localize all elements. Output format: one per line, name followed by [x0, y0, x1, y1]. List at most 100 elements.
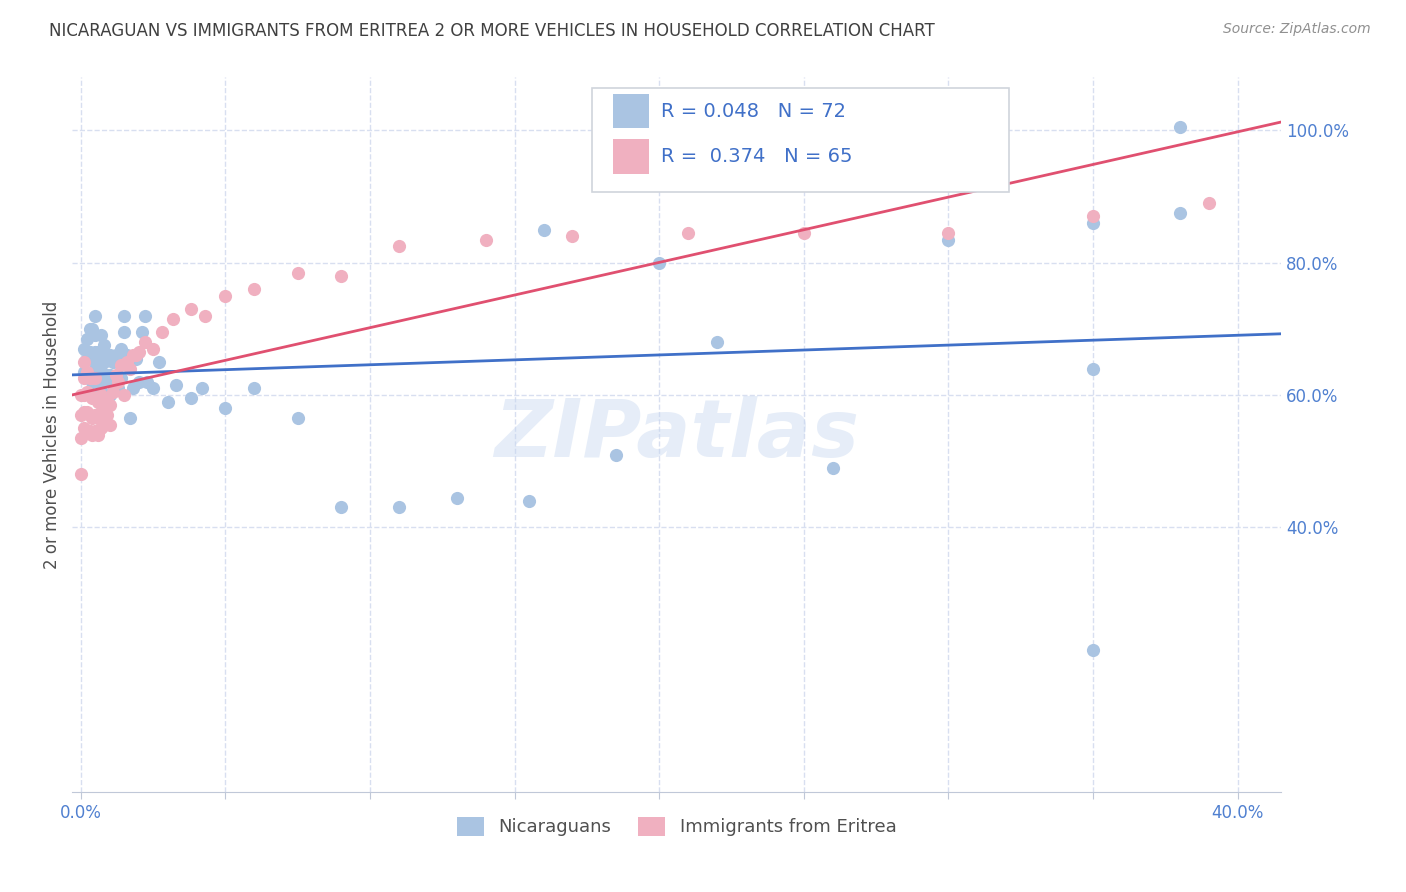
Point: [110, 358, 132, 372]
Point: [162, 312, 184, 326]
Point: [533, 222, 555, 236]
Point: [76, 384, 98, 399]
Point: [87, 427, 110, 442]
Point: [214, 289, 236, 303]
Text: NICARAGUAN VS IMMIGRANTS FROM ERITREA 2 OR MORE VEHICLES IN HOUSEHOLD CORRELATIO: NICARAGUAN VS IMMIGRANTS FROM ERITREA 2 …: [49, 22, 935, 40]
Point: [112, 309, 135, 323]
Point: [125, 348, 148, 362]
Point: [87, 394, 110, 409]
Point: [93, 401, 115, 416]
Point: [1198, 196, 1220, 211]
Point: [93, 338, 115, 352]
Point: [82, 427, 104, 442]
Point: [1081, 210, 1104, 224]
Point: [165, 378, 187, 392]
Point: [90, 328, 112, 343]
Point: [214, 401, 236, 416]
Point: [243, 381, 266, 395]
Point: [93, 355, 115, 369]
Point: [79, 345, 101, 359]
Point: [76, 404, 98, 418]
Point: [938, 233, 960, 247]
Point: [76, 332, 98, 346]
Point: [98, 368, 121, 383]
Point: [82, 411, 104, 425]
Point: [84, 392, 107, 406]
Point: [82, 322, 104, 336]
Point: [98, 348, 121, 362]
Point: [1081, 216, 1104, 230]
Point: [84, 309, 107, 323]
Point: [79, 388, 101, 402]
Point: [1168, 206, 1191, 220]
Point: [104, 378, 127, 392]
Bar: [613, 94, 648, 128]
Point: [76, 351, 98, 366]
FancyBboxPatch shape: [592, 88, 1010, 192]
Point: [120, 411, 142, 425]
Point: [142, 381, 165, 395]
Point: [93, 371, 115, 385]
Point: [243, 282, 266, 296]
Point: [73, 365, 96, 379]
Point: [73, 421, 96, 435]
Point: [517, 494, 540, 508]
Point: [561, 229, 583, 244]
Point: [194, 309, 217, 323]
Point: [150, 325, 173, 339]
Point: [287, 411, 309, 425]
Point: [90, 378, 112, 392]
Point: [76, 425, 98, 439]
Text: R = 0.048   N = 72: R = 0.048 N = 72: [661, 102, 846, 120]
Point: [122, 348, 145, 362]
Point: [115, 348, 138, 362]
Point: [180, 392, 202, 406]
Point: [180, 301, 202, 316]
Point: [120, 361, 142, 376]
Point: [821, 460, 844, 475]
Point: [676, 226, 699, 240]
Point: [90, 388, 112, 402]
Point: [142, 342, 165, 356]
Point: [134, 334, 156, 349]
Point: [287, 266, 309, 280]
Point: [96, 388, 118, 402]
Text: ZIPatlas: ZIPatlas: [494, 396, 859, 474]
Point: [82, 371, 104, 385]
Point: [73, 388, 96, 402]
Point: [110, 371, 132, 385]
Point: [96, 348, 118, 362]
Point: [136, 375, 159, 389]
Point: [107, 355, 129, 369]
Point: [87, 365, 110, 379]
Point: [70, 388, 93, 402]
Point: [84, 345, 107, 359]
Point: [115, 355, 138, 369]
Point: [87, 345, 110, 359]
Point: [110, 342, 132, 356]
Point: [93, 417, 115, 432]
Point: [131, 325, 153, 339]
Point: [104, 368, 127, 383]
Point: [793, 226, 815, 240]
Point: [107, 381, 129, 395]
Text: Source: ZipAtlas.com: Source: ZipAtlas.com: [1223, 22, 1371, 37]
Point: [96, 408, 118, 422]
Point: [191, 381, 214, 395]
Point: [79, 425, 101, 439]
Point: [82, 392, 104, 406]
Point: [84, 361, 107, 376]
Point: [79, 371, 101, 385]
Point: [90, 421, 112, 435]
Point: [73, 342, 96, 356]
Point: [112, 388, 135, 402]
Point: [73, 404, 96, 418]
Point: [388, 500, 411, 515]
Point: [1081, 361, 1104, 376]
Point: [87, 388, 110, 402]
Point: [96, 392, 118, 406]
Point: [79, 368, 101, 383]
Point: [70, 431, 93, 445]
Point: [98, 398, 121, 412]
Point: [156, 394, 179, 409]
